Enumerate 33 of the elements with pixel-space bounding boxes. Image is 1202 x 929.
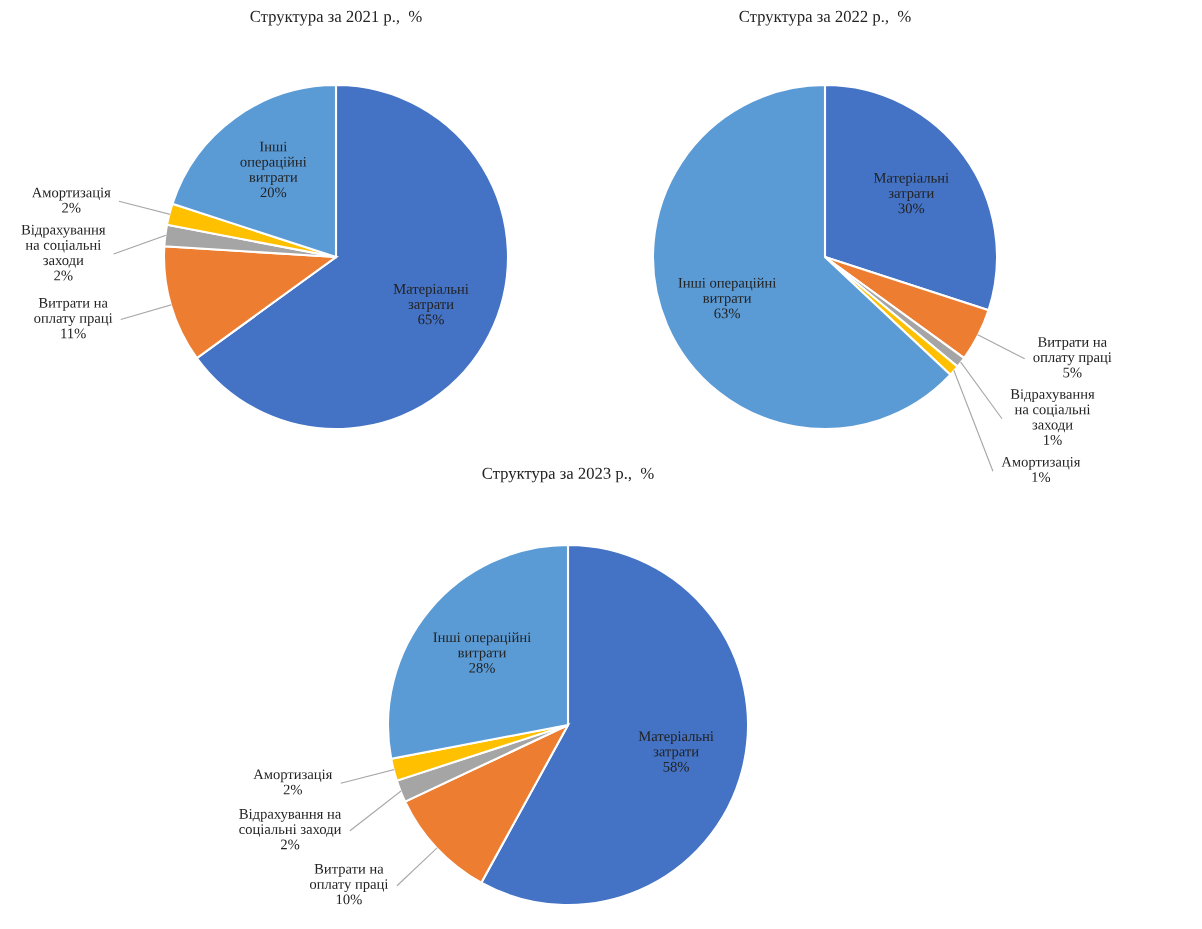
slice-label: Відрахування на соціальні заходи (239, 809, 342, 837)
data-label: 1% (1032, 472, 1051, 483)
data-label: 10% (336, 894, 362, 905)
slice-label: Витрати на оплату праці (34, 298, 113, 327)
data-label: 63% (714, 308, 740, 319)
slice-label: Інші операційні витрати (678, 277, 777, 306)
data-label: 5% (1063, 367, 1082, 378)
slice-label: Амортизація (1001, 456, 1081, 470)
data-label: 2% (283, 784, 303, 795)
slice-label: Матеріальні затрати (638, 731, 714, 760)
slice-label: Матеріальні затрати (393, 284, 469, 313)
chart-title: Структура за 2022 р., % (739, 10, 911, 26)
data-label: 2% (54, 270, 73, 281)
data-label: 58% (663, 761, 689, 772)
slice-label: Відрахування на соціальні заходи (1010, 389, 1095, 433)
data-label: 11% (61, 328, 86, 339)
slice-label: Відрахування на соціальні заходи (21, 224, 106, 268)
chart-title: Структура за 2021 р., % (250, 10, 422, 26)
slice-label: Інші операційні витрати (433, 632, 531, 661)
slice-label: Витрати на оплату праці (309, 864, 389, 892)
data-label: 65% (418, 314, 444, 325)
data-label: 30% (898, 203, 925, 214)
data-label: 1% (1044, 434, 1062, 445)
data-label: 2% (280, 839, 300, 850)
data-label: 28% (469, 662, 495, 673)
slice-label: Витрати на оплату праці (1033, 337, 1112, 366)
slice-label: Матеріальні затрати (873, 172, 949, 201)
data-label: 20% (260, 187, 287, 198)
slice-label: Амортизація (31, 187, 111, 201)
data-label: 2% (62, 202, 81, 213)
slice-label: Інші операційні витрати (240, 141, 307, 185)
chart-title: Структура за 2023 р., % (482, 467, 654, 483)
slice-label: Амортизація (253, 769, 333, 783)
